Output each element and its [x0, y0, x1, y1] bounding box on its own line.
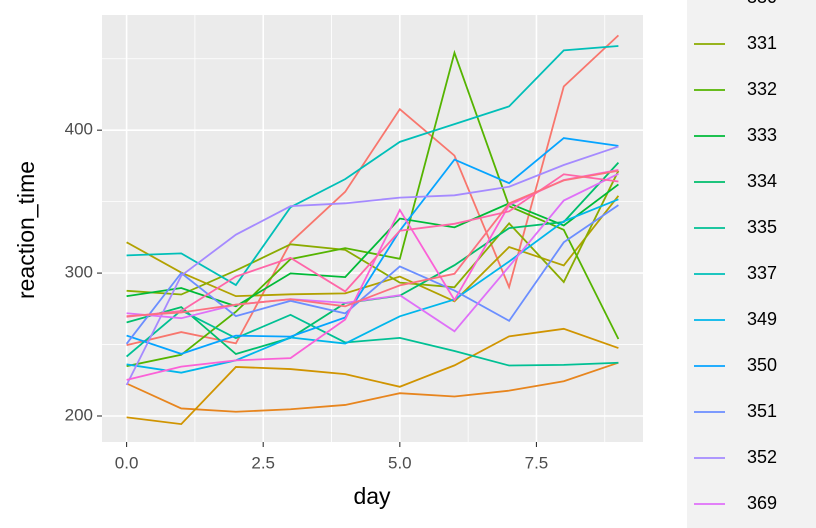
legend-label: 337: [747, 263, 777, 283]
legend-label: 330: [747, 0, 777, 7]
x-axis-title: day: [353, 483, 391, 509]
legend-label: 332: [747, 79, 777, 99]
series-line: [126, 49, 620, 368]
series-line: [126, 34, 620, 347]
legend-label: 349: [747, 309, 777, 329]
x-tick-label: 2.5: [251, 453, 275, 472]
series-line: [126, 309, 619, 367]
x-tick-label: 7.5: [525, 453, 549, 472]
legend-label: 352: [747, 447, 777, 467]
legend-label: 335: [747, 217, 777, 237]
series-line: [126, 361, 619, 413]
series-line: [126, 195, 620, 303]
y-tick-label: 200: [65, 405, 93, 424]
legend-label: 350: [747, 355, 777, 375]
x-tick-label: 5.0: [388, 453, 412, 472]
series-line: [126, 327, 619, 426]
series-line: [126, 183, 619, 308]
legend-box: [687, 0, 816, 528]
series-line: [126, 45, 619, 287]
series-line: [126, 169, 619, 318]
legend-label: 334: [747, 171, 777, 191]
legend-label: 351: [747, 401, 777, 421]
series-line: [126, 173, 619, 333]
series-line: [126, 137, 619, 355]
y-tick-label: 300: [65, 263, 93, 282]
legend-label: 369: [747, 493, 777, 513]
y-axis-title: reaction_time: [13, 161, 39, 299]
x-tick-label: 0.0: [115, 453, 139, 472]
series-line: [125, 145, 619, 386]
y-tick-label: 400: [65, 120, 93, 139]
legend-label: 331: [747, 33, 777, 53]
legend-label: 333: [747, 125, 777, 145]
series-line: [126, 198, 619, 374]
